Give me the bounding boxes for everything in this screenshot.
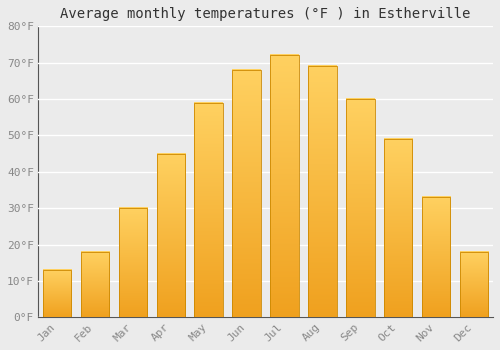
Bar xyxy=(43,270,72,317)
Bar xyxy=(270,55,299,317)
Title: Average monthly temperatures (°F ) in Estherville: Average monthly temperatures (°F ) in Es… xyxy=(60,7,471,21)
Bar xyxy=(308,66,336,317)
Bar xyxy=(460,252,488,317)
Bar xyxy=(156,154,185,317)
Bar xyxy=(232,70,261,317)
Bar xyxy=(422,197,450,317)
Bar xyxy=(194,103,223,317)
Bar xyxy=(118,208,147,317)
Bar xyxy=(384,139,412,317)
Bar xyxy=(346,99,374,317)
Bar xyxy=(81,252,109,317)
